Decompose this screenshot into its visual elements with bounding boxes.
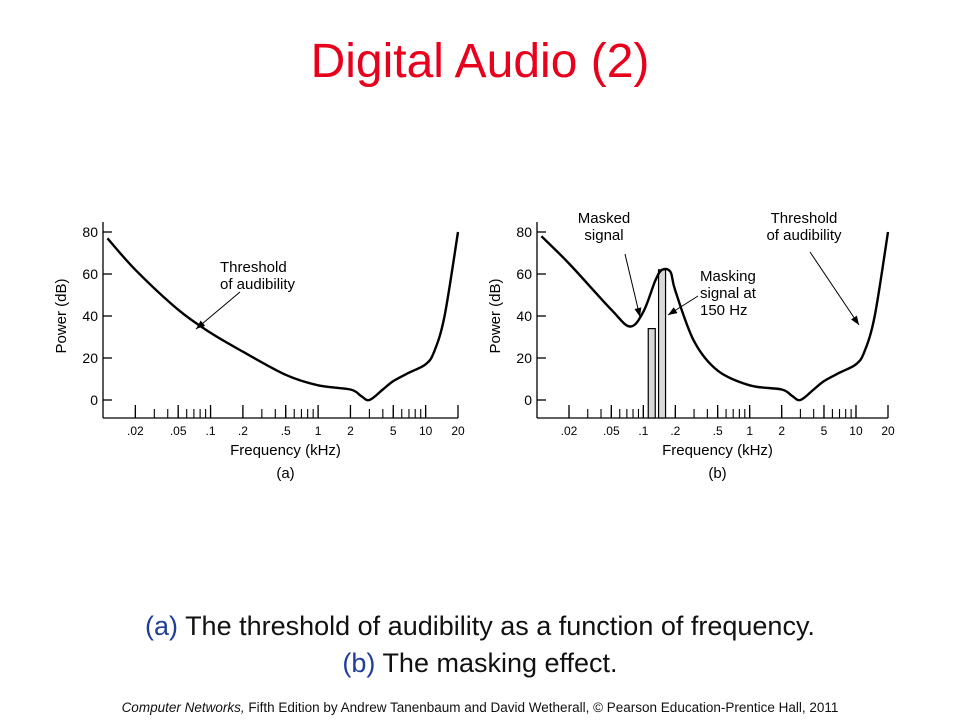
y-tick-label: 60 — [82, 266, 98, 282]
annotation-label: signal — [584, 227, 623, 244]
chart-panel-a: 0 20 40 60 80 .02 .05 .1 .2 .5 1 2 5 10 20 Frequency (k… — [53, 222, 465, 482]
caption-text-b: The masking effect. — [382, 648, 618, 678]
masked-signal-bar — [647, 328, 656, 419]
caption-line-1: (a) The threshold of audibility as a fun… — [0, 608, 960, 645]
x-tick-label: 2 — [778, 424, 785, 438]
x-tick-label: 2 — [347, 424, 354, 438]
x-tick-label: .1 — [206, 424, 216, 438]
x-tick-label: .02 — [127, 424, 144, 438]
caption-line-2: (b) The masking effect. — [0, 645, 960, 682]
x-tick-label: 20 — [881, 424, 895, 438]
x-tick-label: .5 — [281, 424, 291, 438]
caption: (a) The threshold of audibility as a fun… — [0, 608, 960, 682]
annotation-leader — [624, 253, 641, 318]
x-tick-label: 20 — [451, 424, 465, 438]
x-tick-label: .05 — [603, 424, 620, 438]
y-tick-label: 0 — [90, 392, 98, 408]
annotation-label: Masking — [700, 268, 756, 285]
annotation-label: Threshold — [771, 210, 838, 227]
slide-title: Digital Audio (2) — [310, 35, 650, 88]
footer-book-title: Computer Networks, — [121, 700, 245, 715]
panel-label: (a) — [276, 465, 294, 482]
annotation-label: Threshold — [220, 259, 287, 276]
annotation-arrowhead — [851, 315, 859, 325]
annotation-label: of audibility — [766, 227, 842, 244]
y-tick-label: 80 — [516, 224, 532, 240]
annotation-arrowhead — [634, 307, 642, 317]
x-tick-label: .2 — [670, 424, 680, 438]
annotation-leader — [195, 291, 241, 330]
y-tick-label: 80 — [82, 224, 98, 240]
x-tick-label: .2 — [238, 424, 248, 438]
annotation-leader — [809, 251, 860, 326]
x-tick-label: 5 — [821, 424, 828, 438]
chart-panel-b: 0 20 40 60 80 .02 .05 .1 .2 .5 1 2 5 10 20 Frequency (k… — [487, 210, 895, 482]
x-tick-label: 5 — [390, 424, 397, 438]
y-tick-label: 40 — [82, 308, 98, 324]
y-tick-label: 60 — [516, 266, 532, 282]
threshold-curve — [106, 231, 460, 402]
threshold-curve — [540, 231, 890, 402]
y-tick-label: 20 — [516, 350, 532, 366]
annotation-label: signal at — [700, 285, 757, 302]
masking-signal-bar — [657, 269, 667, 419]
x-tick-label: .1 — [638, 424, 648, 438]
annotation-arrowhead — [196, 320, 206, 329]
footer-citation: Computer Networks, Fifth Edition by Andr… — [0, 700, 960, 715]
x-tick-label: 10 — [849, 424, 863, 438]
y-axis-title: Power (dB) — [487, 278, 504, 353]
x-tick-label: 10 — [419, 424, 433, 438]
footer-credits: Fifth Edition by Andrew Tanenbaum and Da… — [248, 700, 839, 715]
annotation-label: Masked — [578, 210, 631, 227]
x-tick-label: 1 — [746, 424, 753, 438]
x-tick-label: .02 — [561, 424, 578, 438]
annotation-label: of audibility — [220, 276, 296, 293]
x-tick-label: .05 — [170, 424, 187, 438]
y-tick-label: 40 — [516, 308, 532, 324]
caption-tag-a: (a) — [145, 611, 179, 641]
x-tick-label: .5 — [713, 424, 723, 438]
x-axis-title: Frequency (kHz) — [662, 442, 773, 459]
y-axis-title: Power (dB) — [53, 278, 70, 353]
x-axis-title: Frequency (kHz) — [230, 442, 341, 459]
annotation-label: 150 Hz — [700, 302, 748, 319]
y-tick-label: 0 — [524, 392, 532, 408]
panel-label: (b) — [708, 465, 726, 482]
caption-tag-b: (b) — [342, 648, 376, 678]
x-tick-label: 1 — [315, 424, 322, 438]
annotation-arrowhead — [668, 307, 678, 315]
y-tick-label: 20 — [82, 350, 98, 366]
caption-text-a: The threshold of audibility as a functio… — [185, 611, 815, 641]
